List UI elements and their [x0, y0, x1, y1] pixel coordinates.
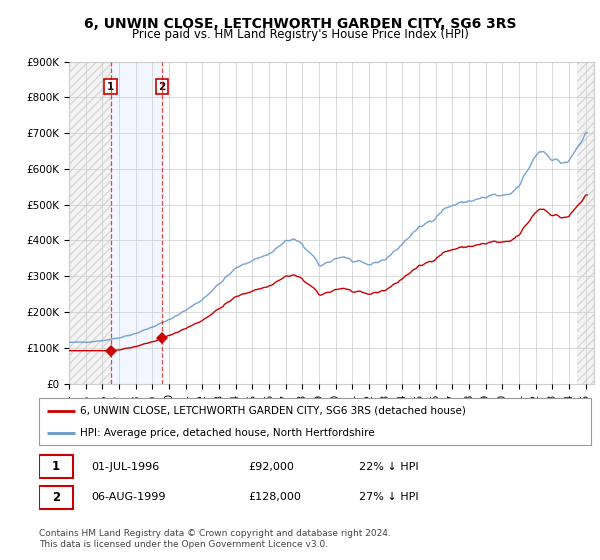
- Text: 2: 2: [52, 491, 60, 504]
- Bar: [110, 62, 162, 384]
- Text: £128,000: £128,000: [249, 492, 302, 502]
- Text: Price paid vs. HM Land Registry's House Price Index (HPI): Price paid vs. HM Land Registry's House …: [131, 28, 469, 41]
- Bar: [69, 62, 110, 384]
- FancyBboxPatch shape: [39, 486, 73, 509]
- Text: 1: 1: [52, 460, 60, 473]
- Bar: [69, 62, 110, 384]
- Text: 6, UNWIN CLOSE, LETCHWORTH GARDEN CITY, SG6 3RS: 6, UNWIN CLOSE, LETCHWORTH GARDEN CITY, …: [84, 17, 516, 31]
- Bar: [577, 62, 600, 384]
- Text: 06-AUG-1999: 06-AUG-1999: [91, 492, 166, 502]
- Text: 6, UNWIN CLOSE, LETCHWORTH GARDEN CITY, SG6 3RS (detached house): 6, UNWIN CLOSE, LETCHWORTH GARDEN CITY, …: [80, 406, 466, 416]
- Text: 1: 1: [107, 82, 114, 92]
- Text: 01-JUL-1996: 01-JUL-1996: [91, 462, 160, 472]
- Text: Contains HM Land Registry data © Crown copyright and database right 2024.
This d: Contains HM Land Registry data © Crown c…: [39, 529, 391, 549]
- FancyBboxPatch shape: [39, 455, 73, 478]
- Text: 27% ↓ HPI: 27% ↓ HPI: [359, 492, 419, 502]
- Text: 2: 2: [158, 82, 166, 92]
- Text: 22% ↓ HPI: 22% ↓ HPI: [359, 462, 419, 472]
- Text: HPI: Average price, detached house, North Hertfordshire: HPI: Average price, detached house, Nort…: [80, 428, 375, 438]
- FancyBboxPatch shape: [39, 398, 591, 445]
- Text: £92,000: £92,000: [249, 462, 295, 472]
